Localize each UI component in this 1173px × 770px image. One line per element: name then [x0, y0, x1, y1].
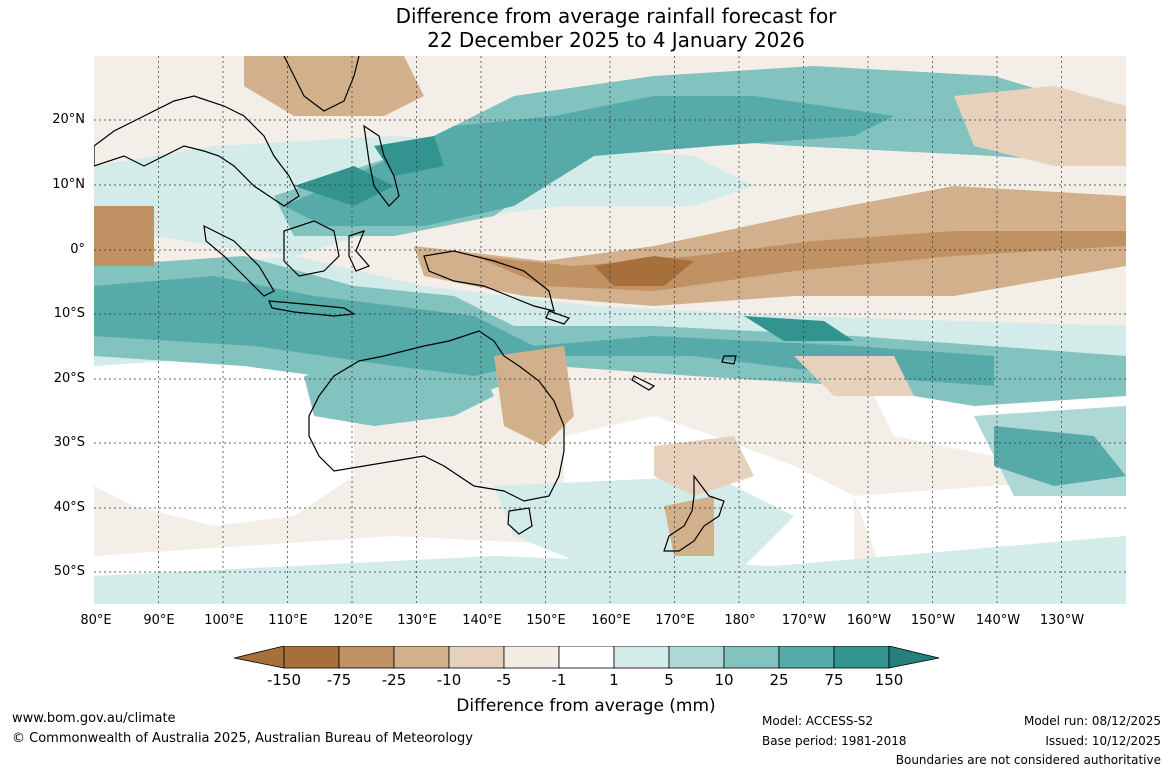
- new-caledonia-outline: [631, 375, 656, 391]
- colorbar-swatch: [613, 646, 670, 669]
- wetter-patch-pacific: [994, 426, 1126, 486]
- wetter-patch-australia: [304, 356, 494, 426]
- colorbar-swatch: [558, 646, 615, 669]
- drier-patch-pacific: [794, 356, 914, 396]
- fiji-outline: [721, 355, 737, 365]
- borneo-outline: [283, 220, 340, 277]
- lat-label-30s: 30°S: [53, 435, 85, 450]
- lat-label-equator: 0°: [70, 242, 85, 257]
- title-line-1: Difference from average rainfall forecas…: [395, 4, 837, 28]
- colorbar-tick: 75: [824, 671, 844, 689]
- colorbar-arrow-wet: [888, 646, 940, 669]
- lon-label-130w: 130°W: [1039, 613, 1085, 628]
- anomaly-field: [94, 56, 1126, 604]
- colorbar-tick: 150: [874, 671, 904, 689]
- lon-label-180: 180°: [724, 613, 756, 628]
- sumatra-outline: [203, 224, 275, 297]
- near-normal-patch: [94, 346, 354, 526]
- colorbar-tick: -25: [381, 671, 407, 689]
- lon-label-110e: 110°E: [268, 613, 308, 628]
- colorbar-arrow-dry: [234, 646, 285, 669]
- colorbar-swatch: [668, 646, 725, 669]
- colorbar-swatch: [283, 646, 340, 669]
- colorbar-swatch: [448, 646, 505, 669]
- lon-label-120e: 120°E: [333, 613, 373, 628]
- issued-date: Issued: 10/12/2025: [1045, 734, 1161, 748]
- solomon-islands-outline: [545, 310, 571, 325]
- colorbar-swatch: [503, 646, 560, 669]
- drier-patch-west: [94, 206, 154, 266]
- base-period: Base period: 1981-2018: [762, 734, 907, 748]
- copyright-notice: © Commonwealth of Australia 2025, Austra…: [12, 731, 473, 746]
- lon-label-90e: 90°E: [143, 613, 175, 628]
- lon-label-160w: 160°W: [846, 613, 892, 628]
- map-title: Difference from average rainfall forecas…: [0, 4, 1173, 52]
- title-line-2: 22 December 2025 to 4 January 2026: [427, 28, 805, 52]
- lat-label-10s: 10°S: [53, 306, 85, 321]
- asia-coast: [94, 95, 300, 207]
- colorbar-tick: -150: [266, 671, 302, 689]
- drier-patch-northwest: [244, 56, 424, 116]
- colorbar-tick: -75: [326, 671, 352, 689]
- colorbar-tick: 5: [664, 671, 674, 689]
- wetter-core-north: [284, 96, 894, 226]
- lon-label-80e: 80°E: [80, 613, 112, 628]
- colorbar-swatch: [723, 646, 780, 669]
- colorbar-swatch: [338, 646, 395, 669]
- wetter-peak: [294, 166, 394, 206]
- lon-label-170w: 170°W: [781, 613, 827, 628]
- lat-label-50s: 50°S: [53, 564, 85, 579]
- lon-label-150e: 150°E: [526, 613, 566, 628]
- lat-label-40s: 40°S: [53, 500, 85, 515]
- lat-label-20s: 20°S: [53, 371, 85, 386]
- model-run-date: Model run: 08/12/2025: [1023, 714, 1161, 728]
- lon-label-130e: 130°E: [397, 613, 437, 628]
- colorbar-swatch: [393, 646, 450, 669]
- colorbar-tick: -5: [496, 671, 512, 689]
- drier-patch-nz: [664, 496, 714, 556]
- website-link[interactable]: www.bom.gov.au/climate: [12, 711, 176, 726]
- colorbar-label: Difference from average (mm): [456, 696, 716, 716]
- lon-label-160e: 160°E: [591, 613, 631, 628]
- lat-label-20n: 20°N: [52, 112, 85, 127]
- colorbar-swatch: [778, 646, 835, 669]
- colorbar-tick: -1: [551, 671, 567, 689]
- new-zealand-outline: [663, 474, 725, 552]
- wetter-peak: [744, 316, 854, 341]
- colorbar-tick: 25: [769, 671, 789, 689]
- lon-label-170e: 170°E: [655, 613, 695, 628]
- java-outline: [268, 300, 356, 317]
- china-coast: [283, 56, 360, 112]
- model-name: Model: ACCESS-S2: [762, 714, 874, 728]
- lon-label-140w: 140°W: [975, 613, 1021, 628]
- rainfall-anomaly-map: [94, 56, 1126, 604]
- lon-label-140e: 140°E: [462, 613, 502, 628]
- lon-label-150w: 150°W: [910, 613, 956, 628]
- colorbar-tick: 1: [609, 671, 619, 689]
- drier-patch-australia: [494, 346, 574, 446]
- colorbar-swatch: [833, 646, 890, 669]
- colorbar: [234, 646, 940, 669]
- wetter-core-south: [94, 276, 994, 386]
- wetter-peak: [374, 136, 444, 176]
- lon-label-100e: 100°E: [204, 613, 244, 628]
- tasmania-outline: [507, 507, 533, 535]
- drier-patch-tasman: [654, 436, 754, 496]
- gridlines: [94, 56, 1126, 604]
- philippines-outline: [363, 124, 400, 207]
- new-guinea-outline: [423, 250, 555, 312]
- boundary-disclaimer: Boundaries are not considered authoritat…: [895, 753, 1161, 767]
- sulawesi-outline: [348, 230, 371, 272]
- drier-peak: [594, 256, 694, 286]
- australia-outline: [308, 330, 565, 502]
- lat-label-10n: 10°N: [52, 177, 85, 192]
- wetter-light-area: [494, 476, 794, 576]
- colorbar-tick: 10: [714, 671, 734, 689]
- colorbar-tick: -10: [436, 671, 462, 689]
